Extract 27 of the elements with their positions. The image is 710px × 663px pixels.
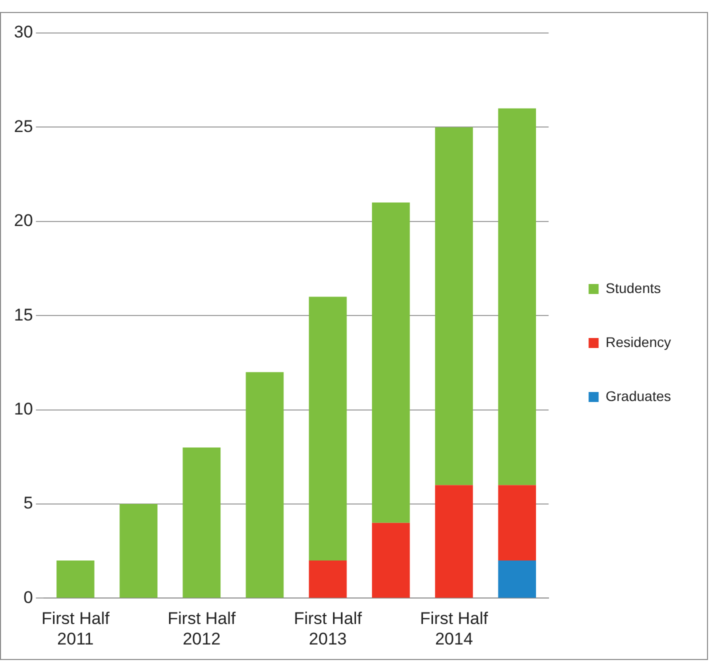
y-tick-label: 10 bbox=[14, 399, 33, 418]
bar bbox=[372, 202, 410, 523]
y-tick-label: 15 bbox=[14, 305, 33, 324]
y-tick-label: 0 bbox=[23, 588, 33, 607]
bar bbox=[308, 296, 347, 561]
bar bbox=[435, 485, 473, 598]
legend-label: Graduates bbox=[606, 388, 672, 404]
legend-label: Students bbox=[606, 280, 661, 296]
bar bbox=[308, 560, 347, 598]
bar bbox=[56, 560, 94, 598]
bar bbox=[435, 127, 473, 486]
y-tick-label: 5 bbox=[23, 494, 33, 513]
x-tick-label: First Half 2014 bbox=[420, 609, 488, 648]
legend-label: Residency bbox=[606, 334, 672, 350]
y-tick-label: 25 bbox=[14, 116, 33, 136]
bar bbox=[498, 108, 536, 486]
bar bbox=[498, 485, 536, 561]
bar bbox=[498, 560, 536, 598]
x-tick-label: First Half 2012 bbox=[168, 609, 236, 648]
x-tick-label: First Half 2011 bbox=[41, 609, 110, 648]
x-tick-label: First Half 2013 bbox=[294, 609, 362, 648]
y-tick-label: 20 bbox=[14, 211, 33, 230]
bar bbox=[182, 447, 221, 598]
bar bbox=[246, 372, 284, 598]
y-tick-label: 30 bbox=[14, 22, 33, 42]
bar bbox=[372, 522, 410, 598]
bar bbox=[120, 504, 158, 598]
